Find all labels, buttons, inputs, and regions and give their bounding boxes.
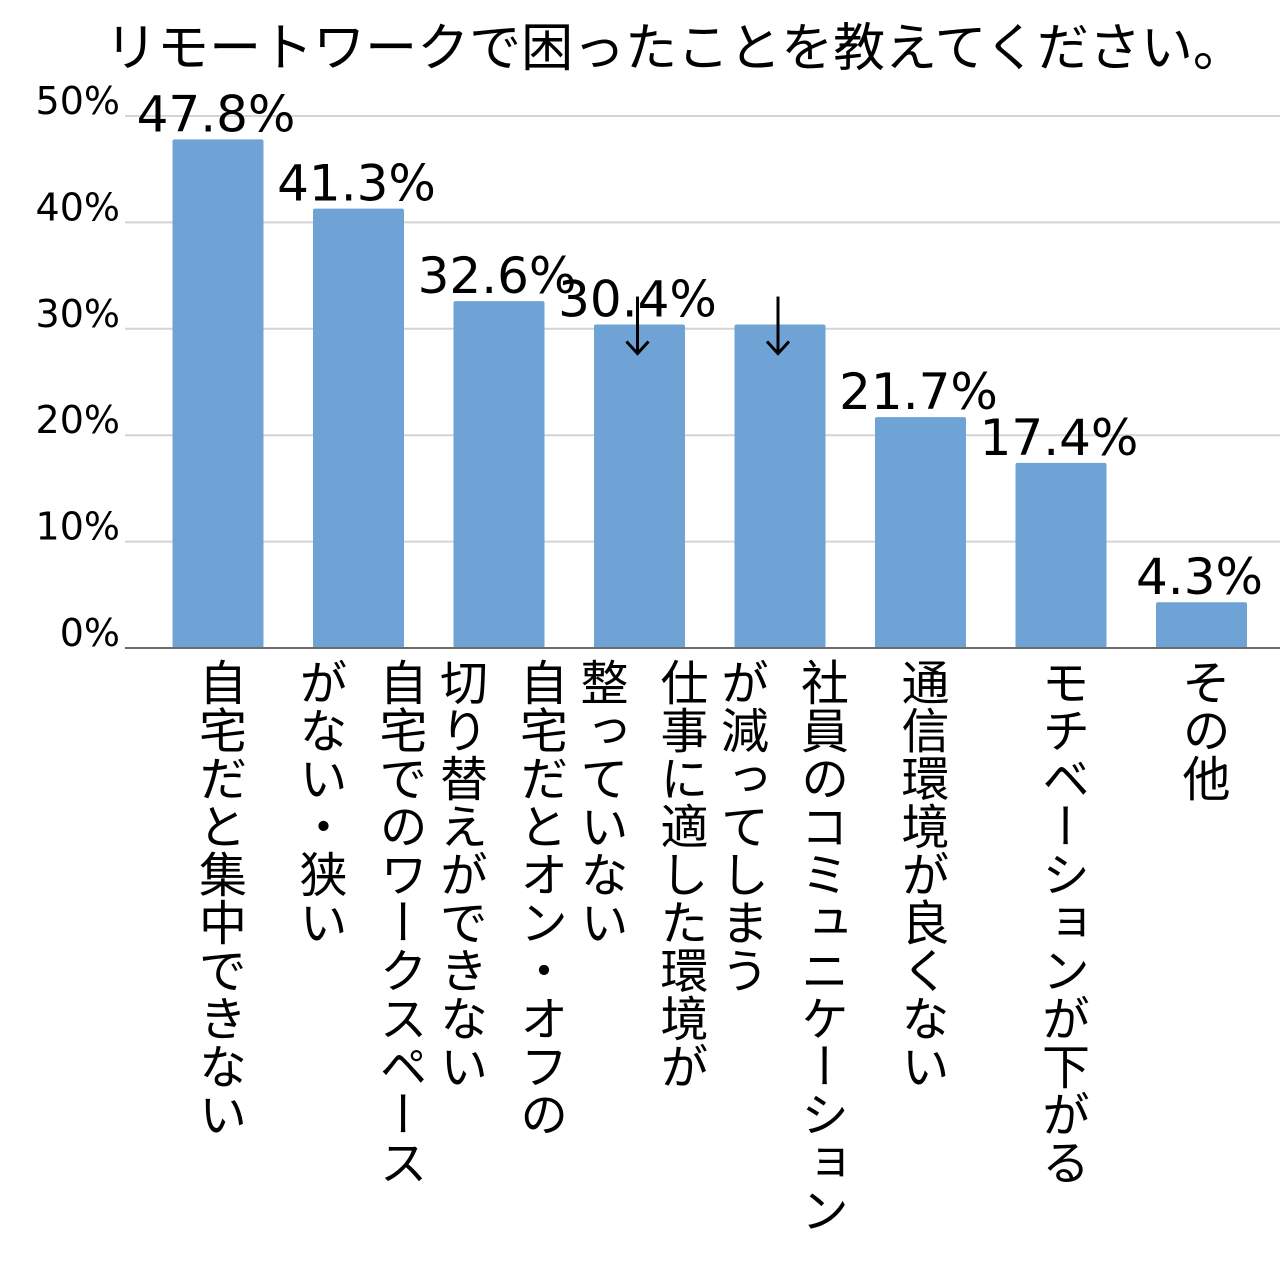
bar <box>1156 602 1247 648</box>
category-label: 自宅だとオン・オフの <box>511 658 567 1138</box>
category-label: 通信環境が良くない <box>893 658 949 1090</box>
bar <box>313 208 404 648</box>
data-labels: 47.8% 41.3% 32.6%30.4% 21.7%17.4% 4.3% <box>137 85 1263 606</box>
data-label: 4.3% <box>1136 548 1263 606</box>
category-label: 整っていない <box>572 658 628 946</box>
category-label: 社員のコミュニケーション <box>792 658 848 1234</box>
bars <box>172 139 1247 648</box>
data-label: 30.4% <box>558 271 717 329</box>
data-label: 32.6% <box>418 247 577 305</box>
category-label: 自宅だと集中できない <box>190 658 246 1138</box>
arrow-head <box>625 340 650 356</box>
y-tick-label: 10% <box>36 505 120 549</box>
category-label: モチベーションが下がる <box>1033 658 1089 1186</box>
y-tick-label: 50% <box>36 79 120 123</box>
category-label: その他 <box>1174 658 1231 802</box>
data-label: 17.4% <box>980 409 1139 467</box>
category-label: 自宅でのワークスペース <box>371 658 427 1186</box>
data-label: 41.3% <box>277 155 436 213</box>
y-tick-label: 0% <box>60 611 120 655</box>
bar <box>875 417 966 648</box>
bar <box>734 324 826 648</box>
arrows <box>625 296 791 356</box>
bar <box>172 139 264 648</box>
data-label: 21.7% <box>839 363 998 421</box>
bar <box>453 301 545 648</box>
y-tick-label: 30% <box>36 292 120 336</box>
category-label: がない・狭い <box>291 658 347 946</box>
category-label: が減ってしまう <box>712 658 768 994</box>
chart-title: リモートワークで困ったことを教えてください。 <box>105 19 1245 79</box>
y-tick-label: 40% <box>36 185 120 229</box>
data-label: 47.8% <box>137 85 296 143</box>
y-tick-label: 20% <box>36 398 120 442</box>
arrow-head <box>765 340 791 356</box>
bar <box>1015 462 1107 648</box>
y-axis: 0% 10% 20% 30% 40% 50% <box>36 79 120 655</box>
category-label: 仕事に適した環境が <box>652 658 708 1090</box>
bar <box>594 324 685 648</box>
category-label: 切り替えができない <box>431 658 487 1090</box>
